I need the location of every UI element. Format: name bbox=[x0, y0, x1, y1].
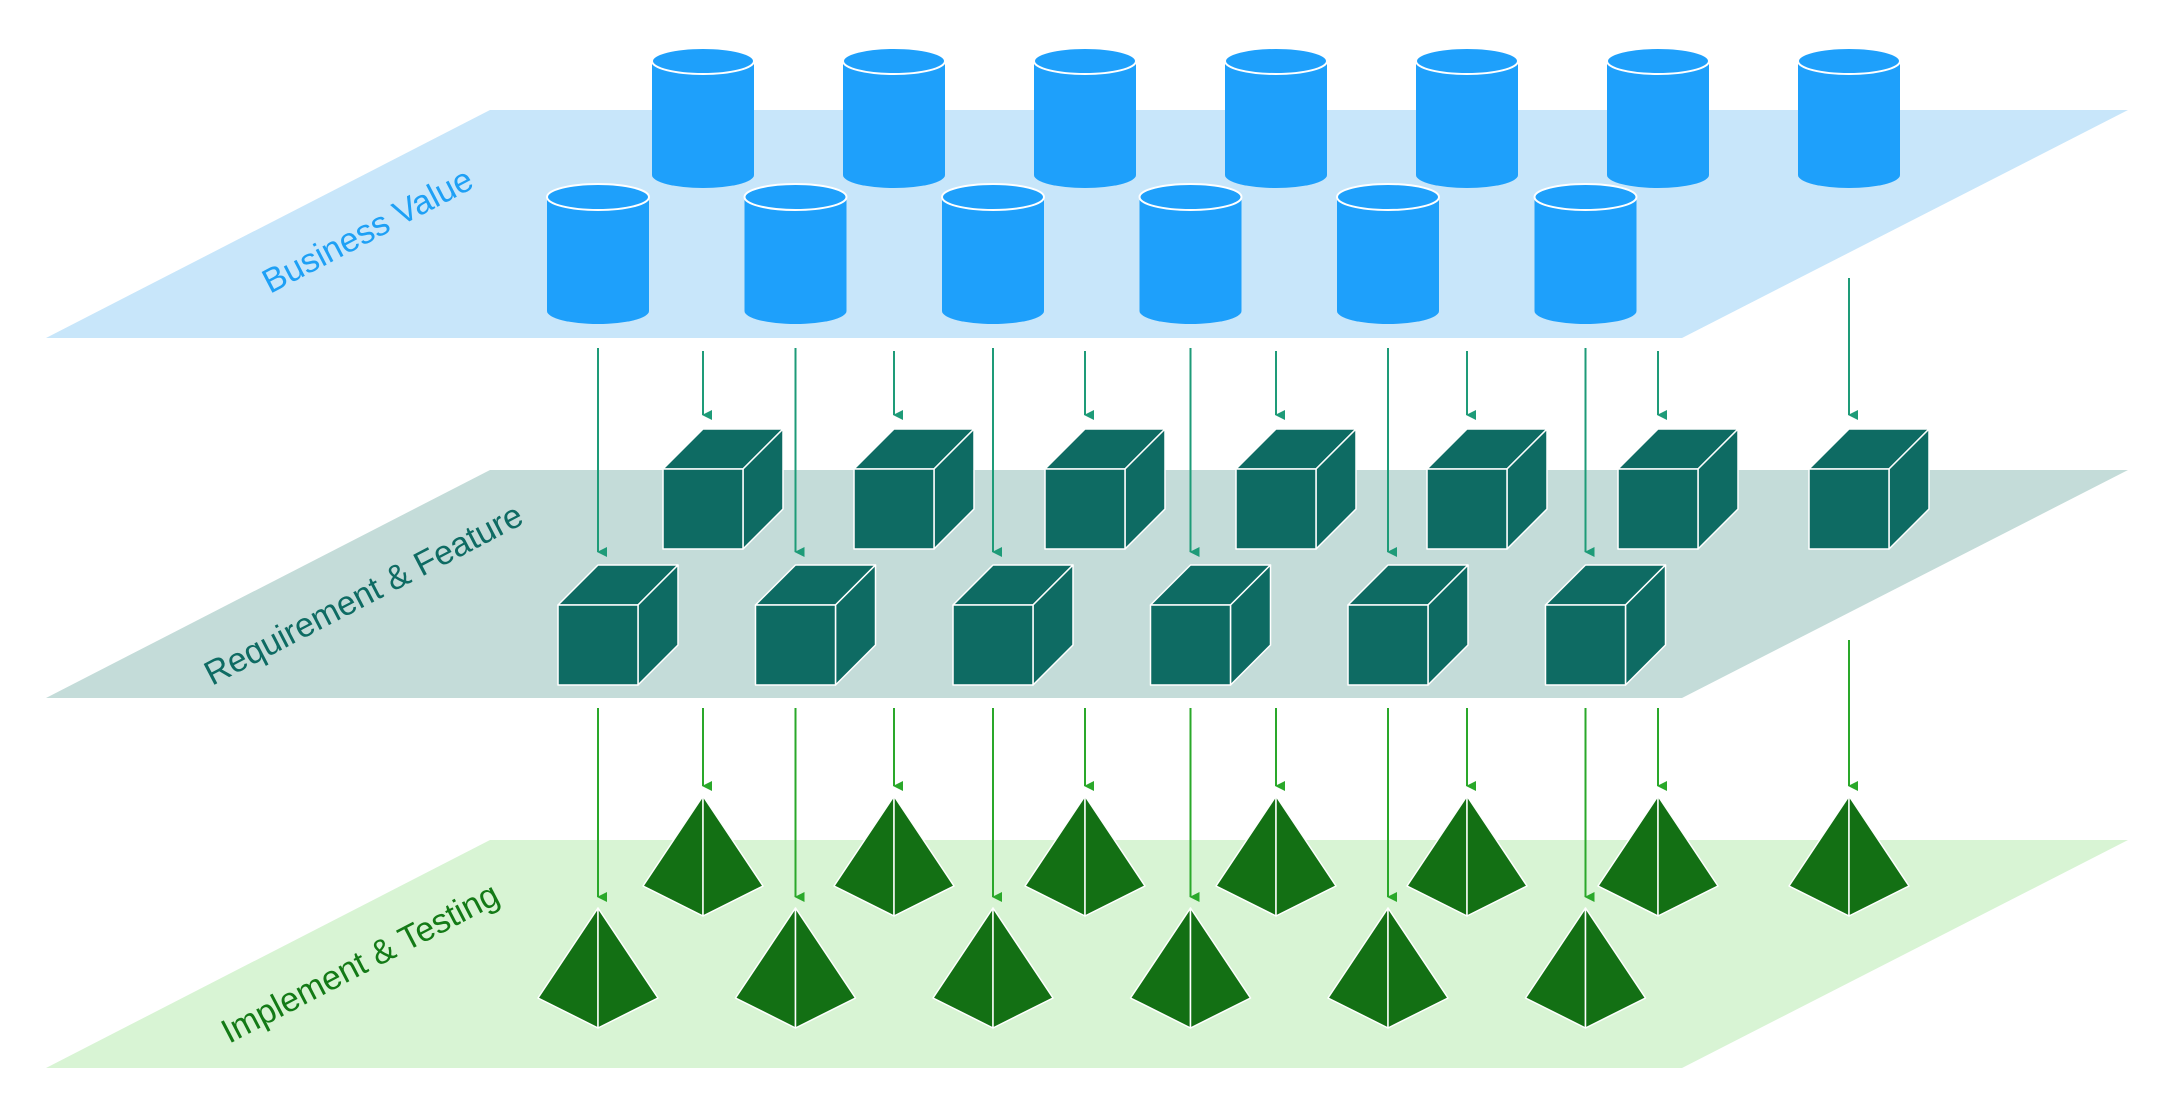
cylinder-icon-front-2 bbox=[743, 183, 848, 325]
pyramid-icon-back-5 bbox=[1406, 795, 1528, 917]
pyramid-icon-back-3 bbox=[1024, 795, 1146, 917]
pyramid-icon-back-2 bbox=[833, 795, 955, 917]
cube-icon-back-1 bbox=[662, 428, 784, 550]
cube-icon-front-4 bbox=[1149, 564, 1272, 686]
pyramid-icon-front-3 bbox=[932, 907, 1054, 1029]
pyramid-icon-front-6 bbox=[1524, 907, 1647, 1029]
cylinder-icon-front-5 bbox=[1336, 183, 1440, 324]
cube-icon-back-2 bbox=[853, 428, 975, 550]
cube-icon-back-6 bbox=[1617, 428, 1739, 550]
cube-icon-back-3 bbox=[1044, 428, 1166, 550]
cylinder-icon-back-6 bbox=[1606, 47, 1710, 188]
pyramid-icon-back-4 bbox=[1215, 795, 1337, 917]
cylinder-icon-back-5 bbox=[1415, 47, 1519, 188]
cube-icon-front-5 bbox=[1347, 564, 1469, 686]
cylinders-group bbox=[546, 47, 1901, 325]
cube-icon-front-6 bbox=[1544, 564, 1667, 686]
pyramid-icon-front-4 bbox=[1129, 907, 1252, 1029]
pyramid-icon-back-7 bbox=[1788, 795, 1910, 917]
pyramid-icon-front-1 bbox=[537, 907, 659, 1029]
cube-icon-back-4 bbox=[1235, 428, 1357, 550]
pyramid-icon-back-1 bbox=[642, 795, 764, 917]
cube-icon-front-2 bbox=[754, 564, 877, 686]
cylinder-icon-front-3 bbox=[941, 183, 1045, 324]
cube-icon-back-7 bbox=[1808, 428, 1930, 550]
pyramid-icon-back-6 bbox=[1597, 795, 1719, 917]
pyramid-icon-front-5 bbox=[1327, 907, 1449, 1029]
cubes-group bbox=[557, 428, 1930, 686]
cylinder-icon-back-1 bbox=[651, 47, 755, 188]
cylinder-icon-front-6 bbox=[1533, 183, 1638, 325]
cube-icon-back-5 bbox=[1426, 428, 1548, 550]
cylinder-icon-back-4 bbox=[1224, 47, 1328, 188]
pyramids-group bbox=[537, 795, 1910, 1029]
cylinder-icon-front-1 bbox=[546, 183, 650, 324]
cylinder-icon-back-3 bbox=[1033, 47, 1137, 188]
arrows-group bbox=[597, 278, 1858, 902]
pyramid-icon-front-2 bbox=[734, 907, 857, 1029]
cylinder-icon-back-2 bbox=[842, 47, 946, 188]
cube-icon-front-1 bbox=[557, 564, 679, 686]
cylinder-icon-front-4 bbox=[1138, 183, 1243, 325]
cylinder-icon-back-7 bbox=[1797, 47, 1901, 188]
cube-icon-front-3 bbox=[952, 564, 1074, 686]
